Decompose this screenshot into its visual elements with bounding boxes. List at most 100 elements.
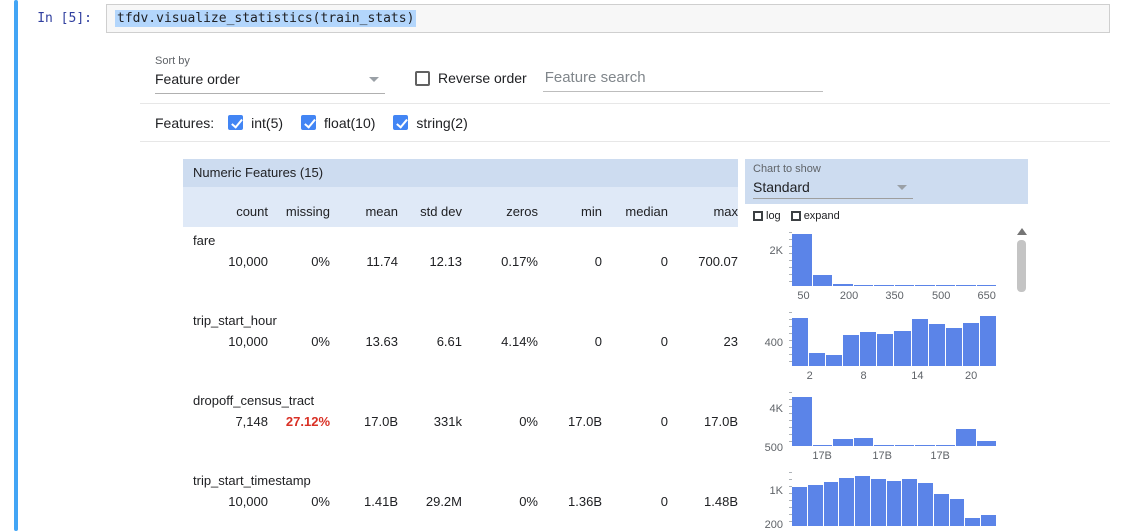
value-cell: 10,000 xyxy=(228,494,268,509)
feature-values: 10,000 0% 1.41B 29.2M 0% 1.36B 0 1.48B xyxy=(183,494,738,509)
chart-type-dropdown[interactable]: Standard xyxy=(753,179,913,199)
feature-name: trip_start_timestamp xyxy=(193,473,311,488)
x-tick-label: 17B xyxy=(930,450,950,462)
plot-area: 17B 17B 17B xyxy=(789,388,996,468)
feature-values: 7,148 27.12% 17.0B 331k 0% 17.0B 0 17.0B xyxy=(183,414,738,429)
histogram-bar xyxy=(915,285,935,286)
code-text: tfdv.visualize_statistics(train_stats) xyxy=(115,10,417,27)
checkbox-icon xyxy=(228,115,244,130)
chevron-down-icon xyxy=(897,184,907,190)
value-cell: 6.61 xyxy=(436,334,462,349)
feature-filter-string2[interactable]: string(2) xyxy=(393,114,468,131)
chart-to-show-panel: Chart to show Standard xyxy=(745,159,1028,204)
column-header-std-dev: std dev xyxy=(420,204,462,219)
feature-name: dropoff_census_tract xyxy=(193,393,315,408)
feature-filter-label: int(5) xyxy=(251,114,284,131)
checkbox-icon xyxy=(753,211,763,221)
y-tick-label: 400 xyxy=(764,337,783,350)
x-tick-label: 8 xyxy=(860,370,867,382)
histogram-bar xyxy=(812,275,832,286)
log-label: log xyxy=(766,210,781,222)
numeric-features-section: Numeric Features (15) count missing mean st… xyxy=(183,159,1110,531)
value-cell: 1.36B xyxy=(568,494,602,509)
y-tick-label: 4K xyxy=(769,403,783,415)
sort-by-label: Sort by xyxy=(155,55,190,67)
value-cell: 11.74 xyxy=(366,254,398,269)
x-tick-label: 20 xyxy=(965,370,978,382)
feature-filter-float10[interactable]: float(10) xyxy=(301,115,375,131)
table-title: Numeric Features (15) xyxy=(183,159,738,187)
histogram-bar xyxy=(886,481,902,526)
y-axis-labels: 1K 200 xyxy=(745,468,789,531)
column-header-mean: mean xyxy=(365,204,398,219)
feature-values: 10,000 0% 11.74 12.13 0.17% 0 0 700.07 xyxy=(183,254,738,269)
feature-name: trip_start_hour xyxy=(193,313,277,328)
histogram-bar xyxy=(792,396,812,446)
feature-filter-label: float(10) xyxy=(324,114,376,131)
value-cell: 0 xyxy=(660,494,668,509)
x-axis-labels: 50 200 350 500 650 xyxy=(789,290,996,304)
chart-scrollbar[interactable] xyxy=(1016,226,1027,531)
column-header-min: min xyxy=(581,204,602,219)
histogram-bar xyxy=(870,479,886,526)
value-cell: 4.14% xyxy=(501,334,538,349)
x-tick-label: 17B xyxy=(872,450,892,462)
y-tick-label: 2K xyxy=(769,244,783,257)
value-cell: 1.41B xyxy=(364,494,398,509)
y-axis-labels: 2K xyxy=(745,228,789,308)
y-axis-ticks-icon xyxy=(789,472,792,526)
value-cell: 10,000 xyxy=(228,254,268,269)
histogram-bar xyxy=(792,234,812,286)
column-header-median: median xyxy=(625,204,668,219)
x-tick-label: 200 xyxy=(839,290,859,302)
histogram-bar xyxy=(839,478,855,526)
value-cell: 700.07 xyxy=(698,254,738,269)
log-checkbox[interactable]: log xyxy=(753,210,781,222)
histogram-bar xyxy=(965,517,981,526)
histogram-bars xyxy=(792,392,996,446)
reverse-order-label: Reverse order xyxy=(438,70,527,86)
column-header-max: max xyxy=(713,204,738,219)
scrollbar-thumb[interactable] xyxy=(1017,240,1026,292)
x-tick-label: 14 xyxy=(911,370,924,382)
sort-controls-row: Sort by Feature order Reverse order xyxy=(140,55,1110,94)
feature-values: 10,000 0% 13.63 6.61 4.14% 0 0 23 xyxy=(183,334,738,349)
value-cell: 0 xyxy=(594,334,602,349)
histogram-bar xyxy=(935,285,955,286)
value-cell: 0% xyxy=(519,494,538,509)
y-axis-ticks-icon xyxy=(789,232,792,286)
scrollbar-up-arrow-icon[interactable] xyxy=(1016,228,1027,235)
feature-filter-row: Features: int(5) float(10) string(2) xyxy=(140,104,1110,141)
sort-by-dropdown[interactable]: Feature order xyxy=(155,71,385,94)
feature-filter-label: string(2) xyxy=(416,114,468,131)
chart-column: Chart to show Standard log expand 2K 50 20… xyxy=(745,159,1028,531)
value-cell: 0 xyxy=(594,254,602,269)
histogram-bar xyxy=(962,322,979,366)
features-label: Features: xyxy=(155,114,215,131)
checkbox-icon xyxy=(415,70,430,86)
histogram-bars xyxy=(792,472,996,526)
histogram-bar xyxy=(853,438,873,446)
reverse-order-checkbox[interactable]: Reverse order xyxy=(415,70,527,86)
histogram-bar xyxy=(833,439,853,446)
feature-filter-int5[interactable]: int(5) xyxy=(228,115,283,131)
table-row: trip_start_hour 10,000 0% 13.63 6.61 4.14% 0 0 2… xyxy=(183,307,738,387)
value-cell: 1.48B xyxy=(704,494,738,509)
plot-area: 2 8 14 20 xyxy=(789,308,996,388)
histogram-trip_start_hour: 400 2 8 14 20 xyxy=(745,308,1028,388)
histogram-bar xyxy=(792,487,807,526)
histogram-bar xyxy=(976,441,996,446)
column-header-zeros: zeros xyxy=(506,204,538,219)
histogram-plot xyxy=(789,312,996,366)
table-row: trip_start_timestamp 10,000 0% 1.41B 29.2M 0%… xyxy=(183,467,738,531)
expand-checkbox[interactable]: expand xyxy=(790,210,840,222)
y-tick-label: 200 xyxy=(764,519,783,531)
value-cell: 12.13 xyxy=(429,254,462,269)
histogram-bar xyxy=(902,479,918,526)
value-cell: 331k xyxy=(433,414,462,429)
checkbox-icon xyxy=(301,115,317,130)
y-tick-label: 1K xyxy=(769,484,783,497)
code-editor[interactable]: tfdv.visualize_statistics(train_stats) xyxy=(106,4,1110,33)
y-axis-labels: 4K 500 xyxy=(745,388,789,468)
feature-search-input[interactable] xyxy=(542,69,823,92)
